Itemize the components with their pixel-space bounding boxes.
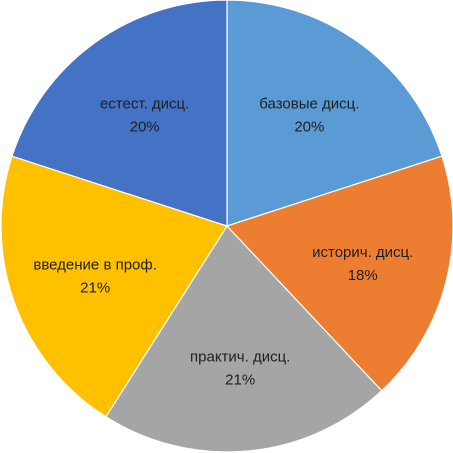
- slice-value-label: 21%: [80, 279, 110, 296]
- slice-category-label: естест. дисц.: [100, 96, 189, 113]
- slice-category-label: базовые дисц.: [259, 96, 359, 113]
- slice-value-label: 18%: [348, 267, 378, 284]
- pie-slice-2: [225, 155, 453, 392]
- slice-value-label: 20%: [130, 119, 160, 136]
- slice-category-label: историч. дисц.: [312, 244, 413, 261]
- pie-slice-4: [0, 155, 228, 418]
- slice-category-label: практич. дисц.: [190, 348, 290, 365]
- slice-value-label: 20%: [294, 119, 324, 136]
- pie-slice-1: [226, 0, 443, 227]
- pie-slice-5: [11, 0, 228, 227]
- slice-value-label: 21%: [225, 371, 255, 388]
- slice-category-label: введение в проф.: [33, 256, 157, 273]
- pie-slice-3: [105, 225, 383, 453]
